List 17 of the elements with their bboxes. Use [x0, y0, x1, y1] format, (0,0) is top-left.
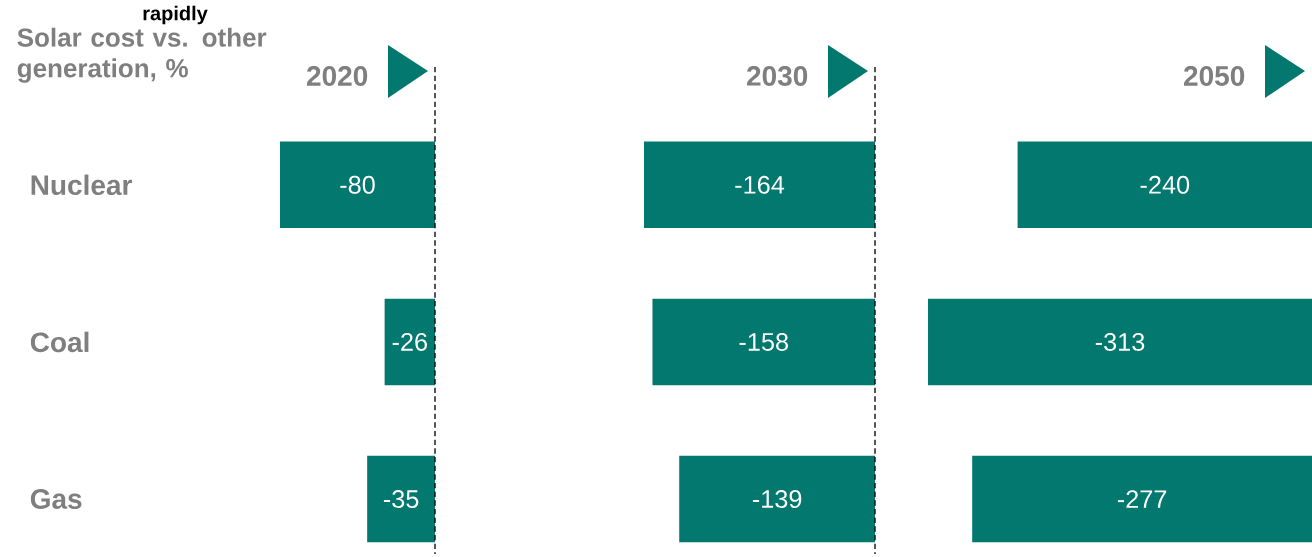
data-label: -26	[392, 332, 427, 351]
chart-title: 2030	[746, 66, 808, 86]
chart-title: 2050	[1183, 66, 1245, 86]
data-label: -35	[383, 490, 419, 508]
text: rapidly	[143, 5, 208, 25]
y-tick-label: Gas	[30, 489, 82, 509]
data-label: -164	[735, 175, 785, 194]
data-label: -80	[340, 175, 375, 194]
data-label: -139	[752, 490, 802, 508]
y-tick-label: Coal	[30, 331, 89, 353]
data-label: -277	[1117, 490, 1167, 508]
chart-title: 2020	[306, 66, 368, 86]
chart-subtitle: Solar cost vs. other generation, %	[17, 27, 267, 83]
y-tick-label: Nuclear	[31, 174, 132, 196]
data-label: -240	[1140, 175, 1190, 194]
data-label: -313	[1095, 332, 1145, 351]
data-label: -158	[739, 332, 788, 351]
